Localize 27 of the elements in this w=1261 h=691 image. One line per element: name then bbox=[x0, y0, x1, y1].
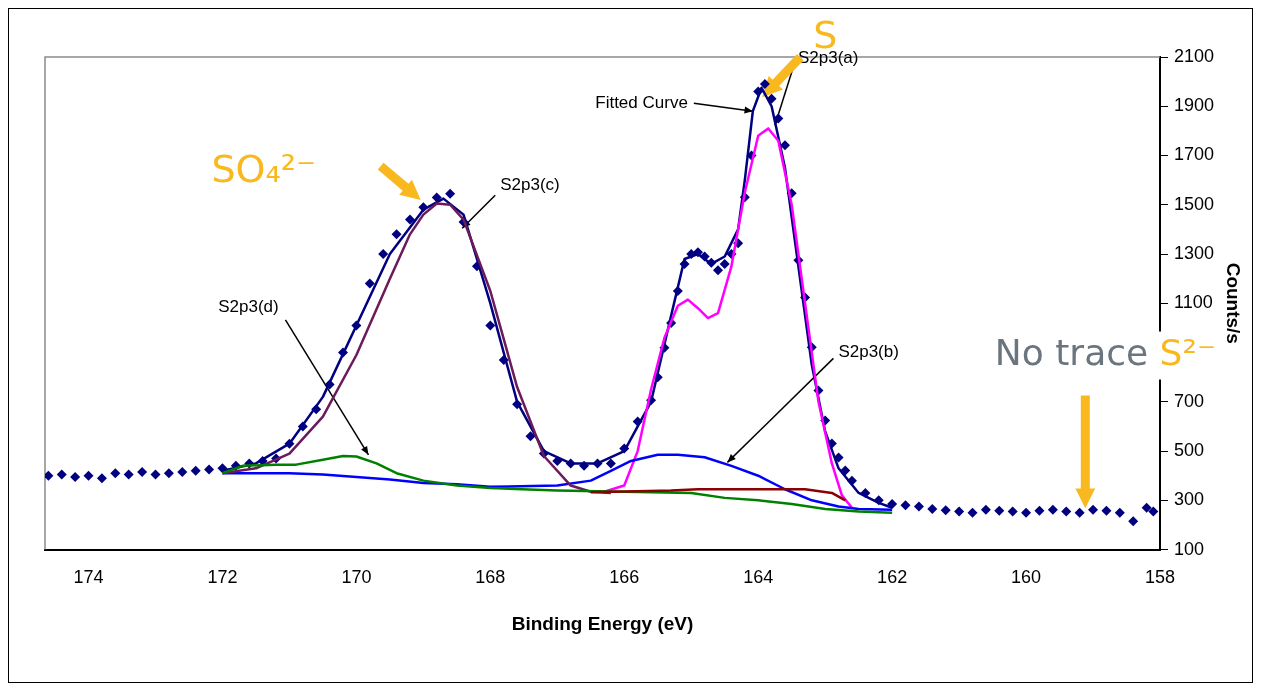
y-tick-label: 700 bbox=[1174, 390, 1205, 411]
y-tick-label: 1500 bbox=[1174, 193, 1215, 214]
x-tick-label: 170 bbox=[341, 567, 372, 588]
y-axis-title: Counts/s bbox=[1223, 262, 1245, 344]
annotation: S2p3(d) bbox=[218, 297, 279, 317]
annotation: Fitted Curve bbox=[595, 92, 688, 112]
x-tick-label: 166 bbox=[609, 567, 640, 588]
y-tick-label: 2100 bbox=[1174, 45, 1215, 66]
y-tick-label: 1700 bbox=[1174, 144, 1215, 165]
x-axis-title: Binding Energy (eV) bbox=[511, 612, 694, 634]
x-tick-label: 160 bbox=[1011, 567, 1042, 588]
x-tick-label: 162 bbox=[877, 567, 908, 588]
annotation: S2p3(b) bbox=[838, 342, 899, 362]
y-tick-label: 1100 bbox=[1174, 292, 1213, 313]
y-tick-label: 100 bbox=[1174, 538, 1205, 559]
annotation: SO₄²⁻ bbox=[211, 146, 316, 191]
x-tick-label: 164 bbox=[743, 567, 774, 588]
x-tick-label: 172 bbox=[207, 567, 238, 588]
y-tick-label: 300 bbox=[1174, 489, 1205, 510]
x-tick-label: 174 bbox=[73, 567, 104, 588]
x-tick-label: 168 bbox=[475, 567, 506, 588]
y-tick-label: 1300 bbox=[1174, 243, 1215, 264]
y-tick-label: 1900 bbox=[1174, 95, 1215, 116]
annotation: No trace S²⁻ bbox=[994, 331, 1216, 373]
annotation: S2p3(c) bbox=[500, 174, 560, 194]
x-tick-label: 158 bbox=[1144, 567, 1176, 588]
y-tick-label: 500 bbox=[1174, 440, 1205, 461]
